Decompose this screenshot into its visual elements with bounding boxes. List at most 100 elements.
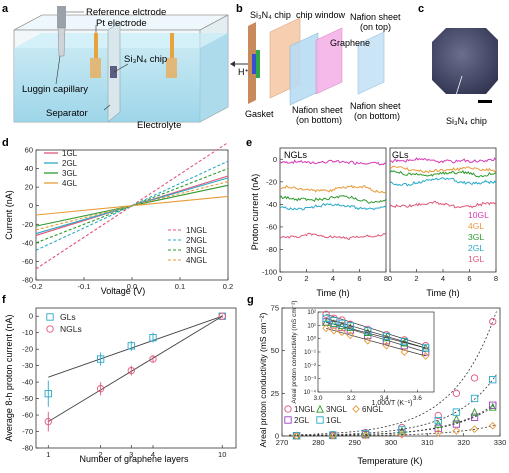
panel-g-letter: g [247, 294, 254, 306]
chip-photo [432, 28, 498, 94]
f-ytick-label: -60 [22, 411, 33, 420]
e-xtick-label: 0 [388, 274, 392, 283]
e-trace-10GL [279, 159, 387, 166]
d-legend-label: 4NGL [186, 256, 207, 265]
label-gasket: Gasket [245, 109, 274, 119]
g-inset-ytick-label: 10⁻² [304, 363, 316, 369]
d-ytick-label: 60 [25, 146, 33, 155]
f-ytick-label: -50 [22, 394, 33, 403]
g-point-1NGL [489, 318, 497, 326]
e-trace-4GL [389, 165, 497, 174]
e-ytick-label: 0 [273, 155, 277, 164]
d-legend-label: 2GL [62, 159, 78, 168]
f-ytick-label: -80 [22, 444, 33, 453]
g-inset-point-6NGL [363, 336, 372, 345]
d-ytick-label: -20 [22, 220, 33, 229]
d-legend-label: 1NGL [186, 226, 207, 235]
panel-a: a Reference elctrode Pt electrode Luggin… [2, 3, 229, 131]
g-point-6NGL [470, 425, 479, 434]
f-xtick-label: 4 [151, 450, 155, 459]
g-ytick-label: 75 [271, 304, 279, 313]
g-inset-xlabel: 1,000/T (K⁻¹) [372, 400, 413, 407]
panel-d-letter: d [2, 137, 9, 149]
e-trace-3GL [279, 195, 387, 204]
g-inset-point-6NGL [421, 352, 430, 360]
g-fit-3NGL [289, 404, 497, 437]
g-point-1GL [329, 431, 337, 439]
g-point-6NGL [329, 431, 337, 440]
d-legend-label: 1GL [62, 149, 78, 158]
g-point-3NGL [470, 407, 479, 416]
label-electrolyte: Electrolyte [137, 120, 181, 131]
d-xtick-label: 0.1 [175, 282, 185, 291]
g-fit-6NGL [289, 424, 497, 437]
pt-mesh-right [166, 58, 177, 78]
d-ytick-label: -60 [22, 257, 33, 266]
label-chip-c: Si₃N₄ chip [446, 116, 487, 126]
g-inset-xtick-label: 3.4 [380, 395, 389, 402]
chip-window [252, 54, 256, 74]
g-inset-point-6NGL [400, 348, 409, 356]
f-point-NGLs [218, 312, 226, 320]
g-point-6NGL [452, 427, 461, 435]
panel-e-letter: e [246, 137, 252, 149]
e-ytick-label: -40 [266, 200, 277, 209]
e-ytick-label: -100 [262, 268, 277, 277]
e-xtick-label: 6 [357, 274, 361, 283]
f-xtick-label: 3 [129, 450, 133, 459]
label-nafion-bottom-2-sub: (on bottom) [354, 111, 400, 121]
e-xlabel-left: Time (h) [316, 288, 349, 298]
f-ytick-label: -20 [22, 345, 33, 354]
e-trace-1GL [279, 232, 387, 241]
e-legend-label: 1GL [468, 254, 484, 264]
e-trace-3GL [389, 169, 497, 178]
g-ytick-label: 50 [271, 346, 279, 355]
g-inset-point-1NGL [322, 310, 330, 318]
d-series-4NGL [35, 181, 229, 231]
f-legend-marker [46, 325, 54, 333]
g-inset-point-3NGL [329, 319, 338, 328]
f-point-GLs [127, 342, 135, 350]
panel-c: c Si₃N₄ chip [418, 3, 507, 132]
g-inset-point-1GL [382, 332, 391, 340]
g-inset-point-6NGL [330, 326, 338, 335]
g-legend-marker [284, 405, 292, 413]
g-inset-ytick-label: 10¹ [307, 323, 316, 329]
g-inset-point-3NGL [400, 338, 409, 347]
chip-in-cell [110, 66, 117, 78]
e-xtick-label: 2 [414, 274, 418, 283]
electrolyte-surface [14, 33, 228, 48]
g-point-3NGL [397, 426, 406, 435]
g-xtick-label: 270 [276, 438, 289, 447]
f-ytick-label: -30 [22, 361, 33, 370]
g-inset-xtick-label: 3.2 [347, 395, 356, 402]
e-ytick-label: -20 [266, 177, 277, 186]
g-inset-fit-1GL [325, 318, 426, 349]
g-point-1GL [489, 376, 497, 384]
label-reference-electrode: Reference elctrode [86, 7, 166, 18]
e-xtick-label: 0 [278, 274, 282, 283]
g-point-3NGL [452, 414, 461, 423]
panel-f: f 1 2 3 4 10 0 -10 -20 -30 -40 -50 -60 -70 -80 GLs NGLs… [2, 294, 237, 464]
e-trace-4GL [279, 184, 387, 194]
g-legend-marker [284, 416, 292, 424]
e-legend-label: 2GL [468, 243, 484, 253]
pt-mesh-left [90, 58, 101, 78]
d-xtick-label: 0.0 [127, 282, 137, 291]
g-legend-label: 3NGL [326, 405, 347, 414]
g-inset-point-6NGL [382, 341, 391, 350]
graphene-sheet [315, 27, 343, 95]
e-legend-label: 10GL [468, 210, 489, 220]
e-frame [279, 147, 387, 273]
g-xlabel: Temperature (K) [357, 456, 422, 466]
g-inset-xtick-label: 3.6 [413, 395, 422, 402]
f-fit-NGLs [48, 315, 223, 423]
f-point-NGLs [127, 366, 135, 375]
g-inset-ytick-label: 10² [307, 310, 316, 316]
g-inset-point-1GL [330, 317, 338, 325]
g-inset-fit-1NGL [325, 313, 426, 346]
g-legend-label: 6NGL [362, 405, 383, 414]
